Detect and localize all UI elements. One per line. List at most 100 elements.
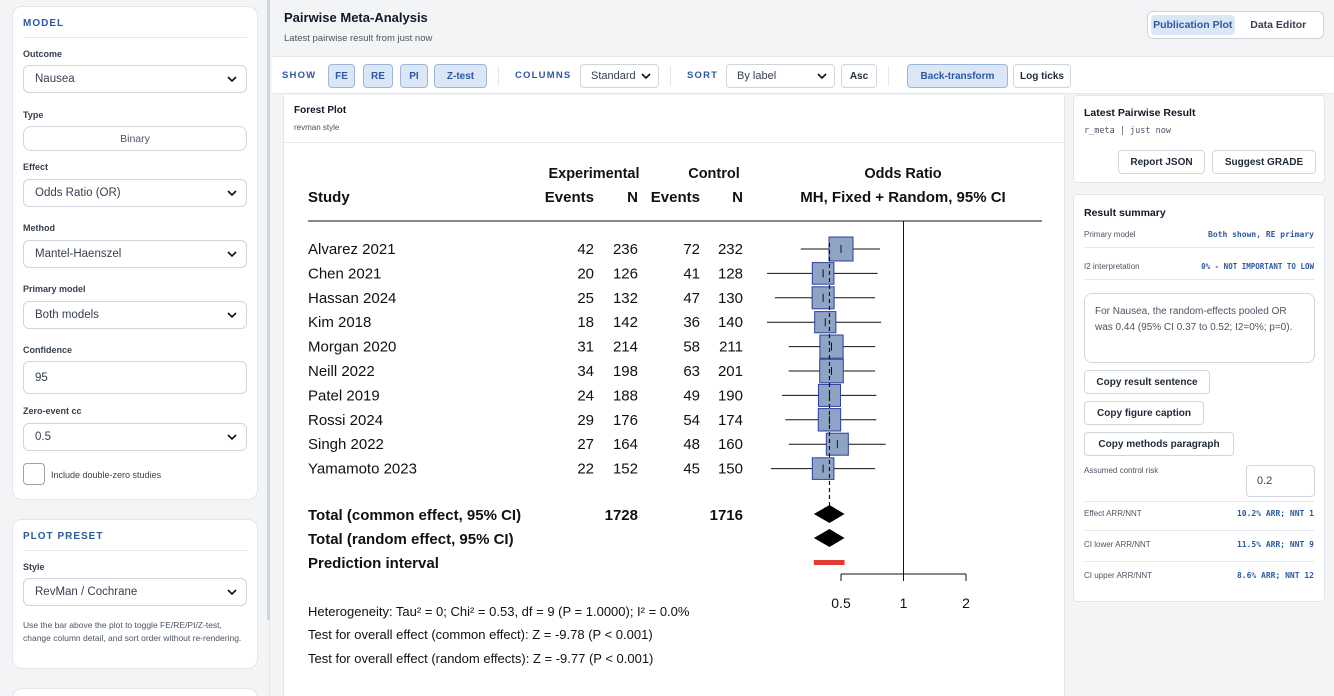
sort-select[interactable]: By label [726, 64, 835, 88]
primary-model-value: Both models [35, 309, 99, 321]
prediction-interval-label: Prediction interval [308, 555, 439, 572]
study-row: Morgan 2020 31 214 58 211 [308, 339, 743, 356]
control-risk-input[interactable]: 0.2 [1246, 465, 1315, 497]
method-select[interactable]: Mantel-Haenszel [23, 240, 247, 268]
study-row: Rossi 2024 29 176 54 174 [308, 412, 743, 429]
confidence-input[interactable]: 95 [23, 361, 247, 394]
sort-direction-button[interactable]: Asc [841, 64, 877, 88]
copy-result-sentence-button[interactable]: Copy result sentence [1084, 370, 1210, 394]
study-row: Chen 2021 20 126 41 128 [308, 265, 743, 282]
exp-events: 31 [577, 339, 594, 356]
heterogeneity-text: Heterogeneity: Tau² = 0; Chi² = 0.53, df… [308, 604, 690, 619]
divider [23, 550, 247, 551]
effect-label: Effect [23, 162, 49, 172]
ctrl-n: 232 [718, 241, 743, 258]
tab-data-editor[interactable]: Data Editor [1250, 19, 1307, 31]
divider [1084, 247, 1314, 248]
copy-methods-paragraph-button[interactable]: Copy methods paragraph [1084, 432, 1234, 456]
forest-plot: Experimental Control Odds Ratio Study Ev… [308, 166, 1042, 666]
header-exp-events: Events [545, 189, 594, 206]
exp-events: 42 [577, 241, 594, 258]
toggle-re[interactable]: RE [363, 64, 393, 88]
view-toggle: Publication Plot Data Editor [1147, 11, 1324, 39]
chevron-down-icon [227, 312, 237, 319]
columns-select[interactable]: Standard [580, 64, 659, 88]
columns-label: COLUMNS [515, 70, 572, 81]
sidebar-scrollbar[interactable] [267, 0, 270, 620]
exp-events: 27 [577, 436, 594, 453]
exp-events: 22 [577, 461, 594, 478]
ctrl-events: 47 [683, 290, 700, 307]
report-json-button[interactable]: Report JSON [1118, 150, 1205, 174]
toggle-z-test[interactable]: Z-test [434, 64, 487, 88]
exp-n: 176 [613, 412, 638, 429]
model-panel: MODEL Outcome Nausea Type Binary Effect … [12, 6, 258, 500]
exp-n: 126 [613, 265, 638, 282]
ci-lower-arr-label: CI lower ARR/NNT [1084, 540, 1151, 549]
style-label: Style [23, 562, 45, 572]
study-name: Patel 2019 [308, 387, 380, 404]
ci-upper-arr-value: 8.6% ARR; NNT 12 [1236, 571, 1314, 580]
ctrl-n: 211 [719, 339, 743, 356]
effect-select[interactable]: Odds Ratio (OR) [23, 179, 247, 207]
chevron-down-icon [641, 73, 651, 80]
divider [23, 37, 247, 38]
back-transform-toggle[interactable]: Back-transform [907, 64, 1008, 88]
latest-result-panel: Latest Pairwise Result r_meta | just now… [1073, 95, 1325, 183]
test-random-text: Test for overall effect (random effects)… [308, 651, 653, 666]
ctrl-n: 130 [718, 290, 743, 307]
suggest-grade-button[interactable]: Suggest GRADE [1212, 150, 1316, 174]
type-label: Type [23, 110, 44, 120]
zero-event-cc-select[interactable]: 0.5 [23, 423, 247, 451]
model-panel-title: MODEL [23, 18, 65, 29]
common-effect-diamond [813, 505, 845, 523]
ctrl-events: 41 [683, 265, 700, 282]
divider [1084, 561, 1314, 562]
header-control: Control [688, 166, 740, 182]
style-value: RevMan / Cochrane [35, 586, 138, 598]
style-select[interactable]: RevMan / Cochrane [23, 578, 247, 606]
columns-value: Standard [591, 70, 636, 82]
toggle-pi[interactable]: PI [400, 64, 428, 88]
log-ticks-toggle[interactable]: Log ticks [1013, 64, 1071, 88]
toolbar-separator [498, 66, 499, 86]
tab-publication-plot[interactable]: Publication Plot [1151, 15, 1235, 35]
primary-model-label: Primary model [1084, 230, 1136, 239]
effect-arr-label: Effect ARR/NNT [1084, 509, 1142, 518]
page-title: Pairwise Meta-Analysis [284, 10, 428, 25]
effect-value: Odds Ratio (OR) [35, 187, 121, 199]
chevron-down-icon [227, 434, 237, 441]
plot-preset-title: PLOT PRESET [23, 531, 104, 542]
study-name: Rossi 2024 [308, 412, 383, 429]
divider [1084, 279, 1314, 280]
ci-upper-arr-label: CI upper ARR/NNT [1084, 571, 1153, 580]
study-row: Yamamoto 2023 22 152 45 150 [308, 461, 743, 478]
type-field[interactable]: Binary [23, 126, 247, 151]
toggle-fe[interactable]: FE [328, 64, 355, 88]
control-risk-value: 0.2 [1257, 475, 1273, 487]
zero-event-cc-value: 0.5 [35, 431, 51, 443]
divider [1084, 501, 1314, 502]
copy-figure-caption-button[interactable]: Copy figure caption [1084, 401, 1204, 425]
toolbar-separator [888, 66, 889, 86]
header-experimental: Experimental [548, 166, 639, 182]
ctrl-n: 160 [718, 436, 743, 453]
exp-n: 132 [613, 290, 638, 307]
test-common-text: Test for overall effect (common effect):… [308, 627, 653, 642]
x-axis-tick-label: 1 [900, 595, 908, 611]
ctrl-n: 174 [718, 412, 743, 429]
header-study: Study [308, 189, 350, 206]
study-row: Hassan 2024 25 132 47 130 [308, 290, 743, 307]
sidebar: MODEL Outcome Nausea Type Binary Effect … [0, 0, 270, 696]
forest-plot-card: Forest Plot revman style Experimental Co… [283, 95, 1065, 696]
total-random-label: Total (random effect, 95% CI) [308, 531, 514, 548]
outcome-select[interactable]: Nausea [23, 65, 247, 93]
double-zero-checkbox[interactable] [23, 463, 45, 485]
sort-value: By label [737, 70, 777, 82]
ctrl-n: 190 [718, 387, 743, 404]
next-panel [12, 688, 258, 696]
latest-result-title: Latest Pairwise Result [1084, 107, 1196, 119]
primary-model-select[interactable]: Both models [23, 301, 247, 329]
study-name: Singh 2022 [308, 436, 384, 453]
chevron-down-icon [227, 589, 237, 596]
